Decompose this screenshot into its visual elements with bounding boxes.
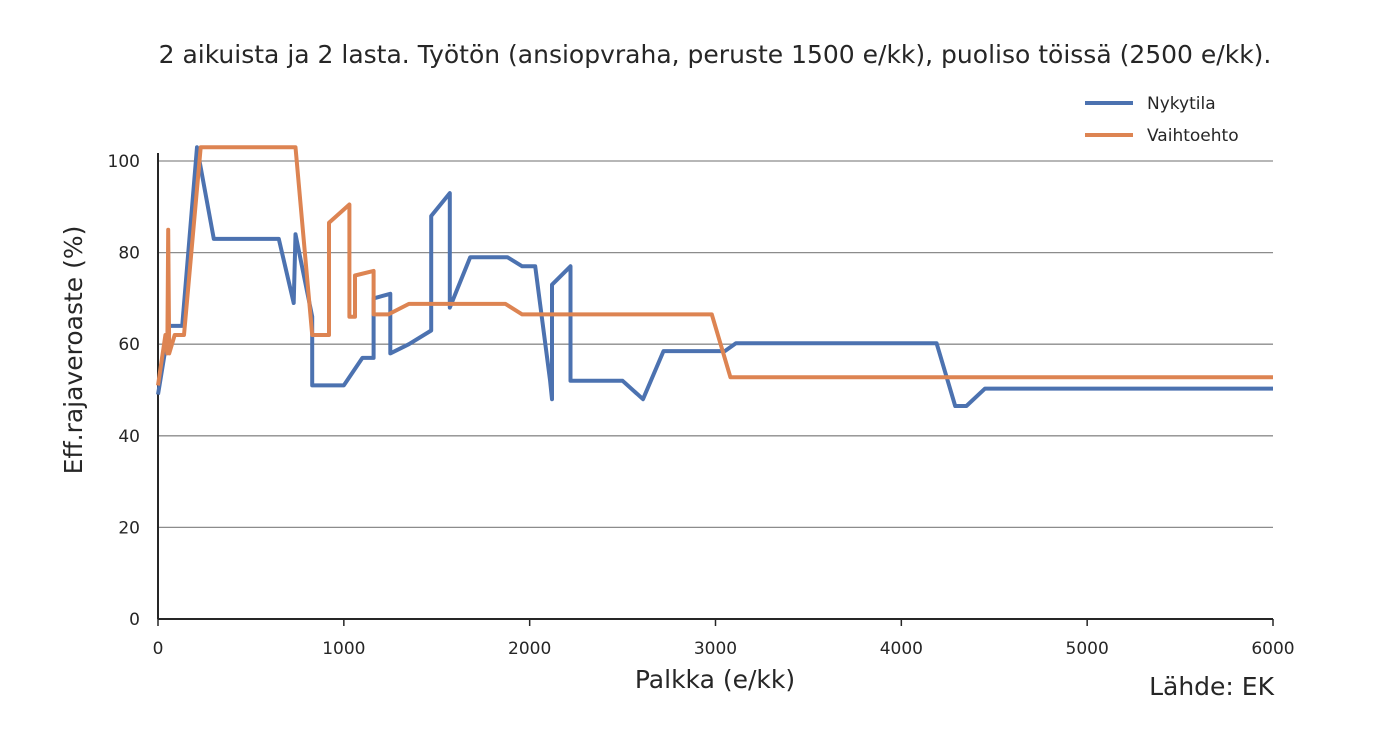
y-tick-label: 100 bbox=[108, 152, 140, 172]
y-tick-label: 60 bbox=[118, 335, 140, 355]
x-tick-label: 5000 bbox=[1066, 639, 1109, 659]
legend: Nykytila Vaihtoehto bbox=[1085, 94, 1239, 146]
legend-label: Nykytila bbox=[1147, 94, 1216, 114]
series-line-vaihtoehto bbox=[156, 145, 1273, 386]
x-axis-label: Palkka (e/kk) bbox=[635, 665, 795, 694]
y-tick-label: 20 bbox=[118, 518, 140, 538]
y-axis-label: Eff.rajaveroaste (%) bbox=[59, 226, 88, 475]
x-tick-label: 3000 bbox=[694, 639, 737, 659]
chart-title: 2 aikuista ja 2 lasta. Työtön (ansiopvra… bbox=[159, 40, 1272, 69]
legend-label: Vaihtoehto bbox=[1147, 126, 1239, 146]
x-tick-label: 0 bbox=[153, 639, 164, 659]
x-tick-label: 4000 bbox=[880, 639, 923, 659]
series-lines bbox=[156, 145, 1273, 408]
x-tick-label: 1000 bbox=[322, 639, 365, 659]
y-tick-label: 40 bbox=[118, 427, 140, 447]
x-tick-label: 6000 bbox=[1251, 639, 1294, 659]
x-tick-label: 2000 bbox=[508, 639, 551, 659]
grid-lines bbox=[158, 160, 1273, 529]
y-tick-label: 0 bbox=[129, 610, 140, 630]
source-label: Lähde: EK bbox=[1149, 672, 1275, 701]
y-tick-label: 80 bbox=[118, 244, 140, 264]
series-line-nykytila bbox=[156, 145, 1273, 408]
